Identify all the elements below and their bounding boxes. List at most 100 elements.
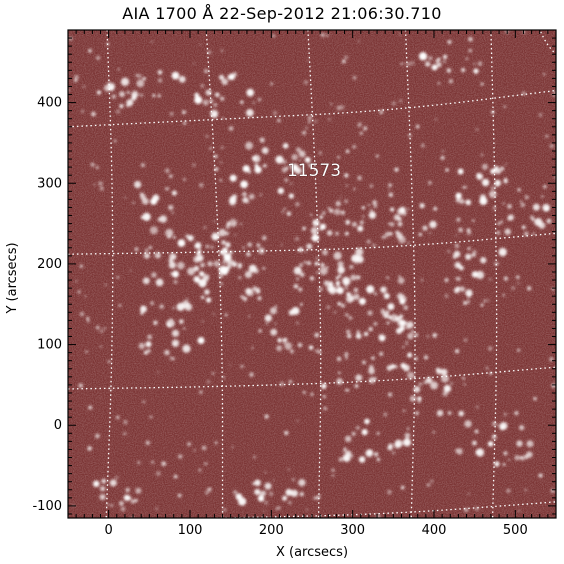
bright-point [494, 461, 500, 467]
network-point [264, 471, 267, 474]
bright-point [407, 208, 410, 211]
bright-point [312, 219, 320, 227]
bright-point [358, 456, 366, 463]
network-point [104, 283, 107, 287]
network-point [195, 281, 199, 284]
x-axis-label: X (arcsecs) [276, 545, 348, 560]
network-point [421, 143, 425, 148]
bright-point [463, 383, 466, 386]
bright-point [388, 222, 391, 226]
bright-point [519, 200, 523, 203]
bright-point [232, 194, 238, 200]
network-point [380, 287, 386, 293]
bright-point [135, 74, 138, 77]
bright-point [143, 350, 148, 355]
bright-point [254, 488, 261, 496]
bright-point [198, 279, 207, 288]
network-point [220, 96, 225, 101]
network-point [227, 265, 232, 269]
bright-point [109, 479, 117, 487]
network-point [149, 415, 153, 419]
network-point [489, 278, 492, 281]
network-point [475, 69, 479, 73]
bright-point [261, 147, 269, 154]
network-point [290, 349, 294, 354]
bright-point [171, 190, 177, 196]
bright-point [362, 360, 366, 365]
bright-point [479, 197, 488, 206]
bright-point [373, 322, 378, 326]
bright-point [348, 295, 354, 302]
bright-point [269, 307, 277, 315]
network-point [357, 175, 362, 181]
bright-point [171, 329, 180, 337]
network-point [251, 346, 254, 349]
network-point [345, 184, 348, 187]
network-point [74, 74, 79, 80]
network-point [315, 349, 320, 354]
x-tick-label: 500 [503, 523, 528, 538]
bright-point [277, 506, 281, 510]
network-point [538, 473, 543, 478]
network-point [305, 126, 308, 130]
bright-point [200, 262, 205, 268]
bright-point [306, 243, 313, 250]
bright-point [307, 261, 311, 266]
network-point [318, 151, 322, 155]
active-region-label: 11573 [287, 161, 341, 181]
network-point [177, 493, 182, 498]
network-point [328, 118, 331, 121]
network-point [82, 85, 86, 89]
y-tick-label: 0 [54, 418, 62, 433]
network-point [87, 446, 92, 451]
network-point [264, 414, 269, 419]
network-point [305, 508, 308, 511]
bright-point [314, 261, 319, 266]
bright-point [336, 378, 343, 385]
bright-point [126, 91, 130, 94]
bright-point [326, 230, 333, 236]
network-point [259, 193, 262, 196]
network-point [468, 48, 472, 53]
bright-point [100, 485, 106, 492]
network-point [516, 348, 521, 352]
network-point [296, 419, 299, 423]
network-point [203, 68, 209, 74]
bright-point [221, 240, 226, 245]
bright-point [231, 259, 234, 262]
bright-point [242, 296, 248, 302]
network-point [114, 475, 119, 480]
bright-point [303, 260, 307, 264]
network-point [187, 442, 191, 446]
network-point [432, 332, 438, 338]
bright-point [166, 322, 170, 326]
bright-point [176, 302, 185, 311]
bright-point [388, 231, 393, 236]
bright-point [168, 174, 173, 179]
bright-point [492, 421, 497, 427]
network-point [118, 304, 122, 307]
bright-point [368, 326, 373, 332]
network-point [465, 57, 469, 61]
network-point [85, 350, 88, 353]
network-point [426, 483, 431, 487]
network-point [206, 380, 211, 384]
bright-point [335, 276, 339, 280]
network-point [164, 168, 170, 174]
network-point [270, 82, 274, 86]
network-point [492, 206, 497, 210]
network-point [452, 254, 457, 259]
network-point [357, 40, 360, 43]
bright-point [150, 198, 158, 205]
bright-point [134, 498, 138, 502]
bright-point [297, 342, 303, 348]
bright-point [409, 395, 417, 402]
bright-point [344, 435, 352, 443]
bright-point [308, 164, 312, 168]
bright-point [252, 482, 255, 485]
grid-parallel [68, 232, 556, 255]
network-point [78, 383, 83, 388]
network-point [212, 312, 215, 315]
x-tick-label: 0 [105, 523, 113, 538]
network-point [521, 458, 524, 461]
